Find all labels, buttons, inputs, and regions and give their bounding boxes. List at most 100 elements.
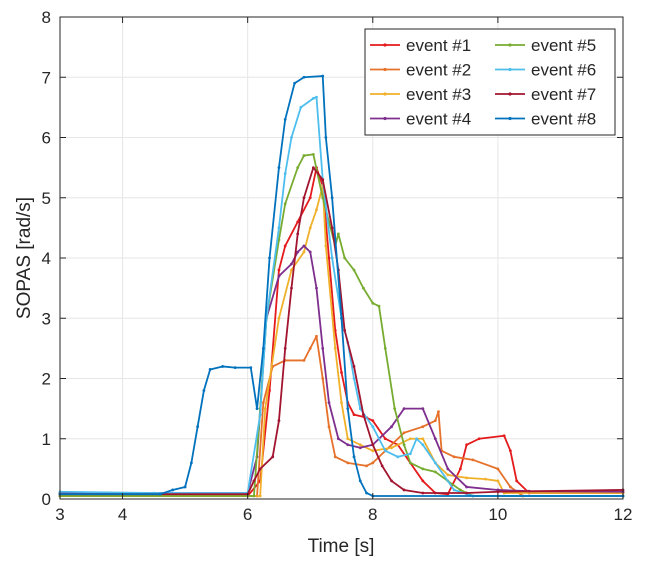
data-point [358, 443, 362, 447]
data-point [408, 461, 412, 465]
data-point [330, 256, 334, 260]
data-point [402, 407, 406, 411]
data-point [346, 461, 350, 465]
data-point [496, 479, 500, 483]
data-point [277, 274, 281, 278]
data-point [346, 437, 350, 441]
data-point [433, 470, 437, 474]
data-point [352, 413, 356, 417]
data-point [293, 81, 296, 85]
series-line-event-8 [60, 75, 623, 497]
data-point [283, 346, 287, 350]
legend-label: event #7 [531, 85, 596, 104]
data-point [277, 268, 281, 272]
x-tick-label: 8 [368, 505, 377, 524]
data-point [324, 244, 328, 248]
legend-item-event-4: event #4 [370, 110, 471, 129]
data-point [330, 226, 334, 230]
y-tick-labels: 0 1 2 3 4 5 6 7 8 [42, 8, 51, 509]
data-point [290, 262, 293, 266]
data-point [446, 473, 450, 477]
data-point [261, 346, 265, 350]
data-point [302, 196, 306, 200]
legend-label: event #5 [531, 36, 596, 55]
data-point [383, 346, 387, 350]
data-point [321, 377, 325, 380]
legend-label: event #1 [406, 36, 471, 55]
data-point [311, 166, 315, 170]
data-point [358, 407, 362, 411]
legend-marker [508, 116, 512, 121]
series-3-group [58, 184, 625, 498]
legend-marker [508, 92, 512, 96]
data-point [358, 479, 362, 483]
data-point [277, 166, 281, 170]
data-point [296, 220, 300, 224]
legend-item-event-7: event #7 [495, 85, 596, 104]
data-point [340, 371, 343, 374]
data-point [465, 476, 469, 480]
data-point [302, 244, 306, 248]
legend-label: event #3 [406, 85, 471, 104]
series-line-event-2 [60, 335, 623, 497]
data-point [233, 366, 237, 370]
data-point [252, 494, 256, 498]
series-7-group [58, 166, 625, 496]
y-tick-label: 4 [42, 249, 51, 268]
data-point [336, 232, 340, 236]
data-point [171, 488, 175, 492]
data-point [390, 446, 393, 450]
data-point [296, 232, 300, 236]
data-point [189, 461, 193, 465]
data-point [283, 244, 287, 248]
data-point [396, 455, 400, 459]
data-point [321, 346, 325, 350]
data-point [346, 407, 350, 411]
data-point [452, 455, 456, 459]
data-point [221, 365, 225, 368]
legend-item-event-1: event #1 [370, 36, 471, 55]
axis-ticks [59, 16, 624, 500]
y-tick-label: 8 [42, 8, 51, 27]
data-point [390, 425, 393, 429]
data-point [315, 208, 318, 212]
x-tick-label: 10 [488, 505, 507, 524]
data-point [277, 316, 281, 320]
y-tick-label: 6 [42, 129, 51, 148]
data-point [327, 401, 331, 404]
data-point [196, 425, 200, 429]
data-point [327, 425, 331, 429]
data-point [249, 366, 253, 370]
data-point [336, 437, 340, 441]
data-point [258, 467, 262, 471]
legend-item-event-3: event #3 [370, 85, 471, 104]
data-point [515, 479, 519, 483]
data-point [263, 407, 267, 411]
data-point [296, 250, 300, 254]
data-point [277, 226, 281, 230]
data-point [383, 437, 387, 441]
data-point [352, 455, 356, 459]
data-point [208, 368, 212, 371]
data-point [302, 75, 306, 79]
data-point [311, 96, 315, 100]
data-point [458, 467, 462, 471]
data-point [465, 485, 469, 489]
data-point [340, 401, 343, 404]
data-point [477, 437, 481, 441]
legend-item-event-6: event #6 [495, 61, 596, 80]
data-point [483, 477, 487, 481]
data-point [346, 443, 350, 447]
data-point [296, 166, 300, 170]
legend-marker [383, 43, 387, 47]
data-point [315, 334, 318, 338]
data-point [315, 286, 318, 290]
data-point [509, 449, 512, 453]
data-point [327, 256, 331, 260]
y-tick-label: 3 [42, 309, 51, 328]
data-point [321, 74, 325, 78]
data-point [371, 461, 375, 465]
data-point [365, 464, 368, 468]
data-point [383, 449, 387, 453]
data-point [465, 491, 469, 495]
